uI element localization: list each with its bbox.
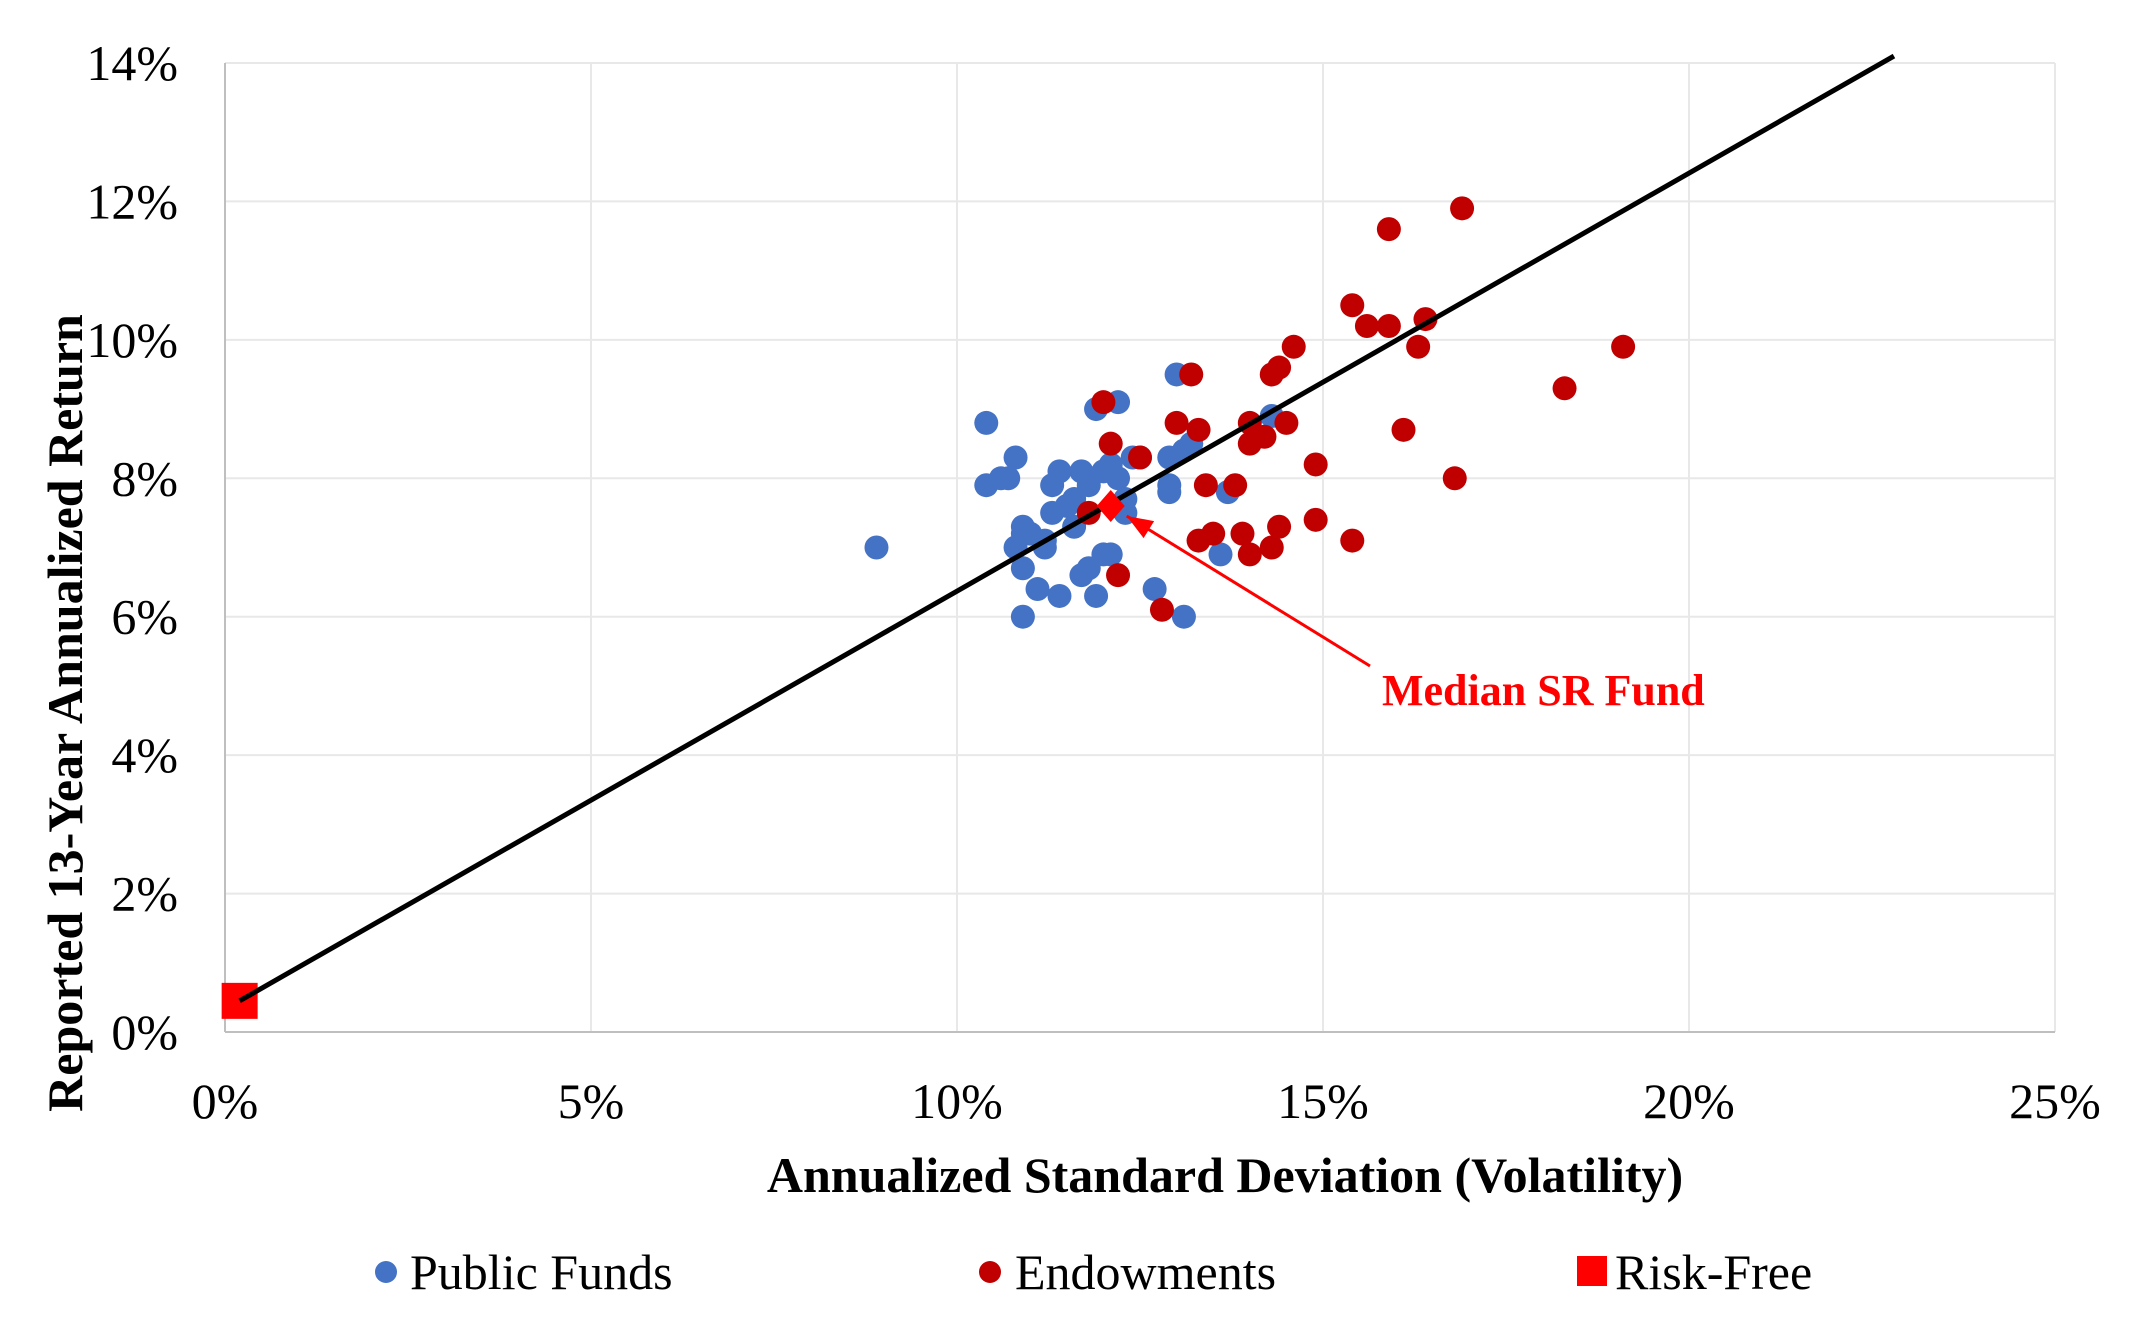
y-tick-label: 12% bbox=[86, 173, 178, 229]
legend-endowments-marker bbox=[979, 1261, 1001, 1283]
legend-risk-free-label: Risk-Free bbox=[1615, 1244, 1812, 1300]
x-axis-title: Annualized Standard Deviation (Volatilit… bbox=[767, 1147, 1683, 1203]
x-tick-label: 25% bbox=[2009, 1073, 2101, 1129]
endowments-point bbox=[1267, 355, 1292, 380]
endowments-point bbox=[1267, 514, 1292, 539]
annotation-arrowhead bbox=[1126, 515, 1155, 539]
public-funds-point bbox=[1047, 583, 1072, 608]
endowments-point bbox=[1149, 597, 1174, 622]
capital-market-line bbox=[238, 53, 1896, 1004]
y-tick-label: 4% bbox=[111, 727, 178, 783]
public-funds-point bbox=[864, 535, 889, 560]
public-funds-point bbox=[1010, 604, 1035, 629]
endowments-point bbox=[1303, 452, 1328, 477]
endowments-point bbox=[1391, 417, 1416, 442]
annotation-median-sr-fund: Median SR Fund bbox=[1382, 666, 1705, 715]
y-tick-label: 14% bbox=[86, 35, 178, 91]
endowments-point bbox=[1274, 410, 1299, 435]
public-funds-point bbox=[1084, 583, 1109, 608]
endowments-point bbox=[1303, 507, 1328, 532]
endowments-point bbox=[1406, 334, 1431, 359]
endowments-point bbox=[1128, 445, 1152, 470]
y-tick-label: 0% bbox=[111, 1004, 178, 1060]
public-funds-point bbox=[1047, 459, 1072, 484]
legend: Public Funds Endowments Risk-Free bbox=[375, 1244, 1812, 1300]
public-funds-point bbox=[1171, 604, 1196, 629]
endowments-point bbox=[1442, 466, 1467, 491]
x-tick-label: 15% bbox=[1277, 1073, 1369, 1129]
axes bbox=[224, 63, 2055, 1033]
public-funds-point bbox=[1003, 445, 1028, 470]
public-funds-point bbox=[974, 410, 999, 435]
endowments-point bbox=[1223, 473, 1248, 498]
public-funds-point bbox=[1098, 542, 1123, 567]
public-funds-point bbox=[1010, 556, 1035, 581]
public-funds-point bbox=[1032, 535, 1057, 560]
legend-public-funds-label: Public Funds bbox=[410, 1244, 673, 1300]
endowments-point bbox=[1091, 390, 1116, 415]
endowments-point bbox=[1252, 424, 1277, 449]
endowments-point bbox=[1186, 417, 1211, 442]
grid bbox=[225, 62, 2056, 1032]
public-funds-point bbox=[1142, 577, 1167, 602]
endowments-point bbox=[1259, 535, 1284, 560]
endowments-point bbox=[1376, 217, 1401, 242]
y-tick-label: 8% bbox=[111, 450, 178, 506]
endowments-point bbox=[1354, 314, 1379, 339]
legend-risk-free-marker bbox=[1577, 1256, 1607, 1286]
endowments-point bbox=[1552, 376, 1577, 401]
y-axis-title: Reported 13-Year Annualized Return bbox=[37, 314, 93, 1112]
endowments-point bbox=[1237, 542, 1262, 567]
annotation-group: Median SR Fund bbox=[1125, 514, 1705, 715]
endowments-point bbox=[1230, 521, 1255, 546]
public-funds-point bbox=[1106, 466, 1131, 491]
public-funds-point bbox=[1157, 480, 1182, 505]
public-funds-point bbox=[1025, 577, 1050, 602]
endowments-point bbox=[1450, 196, 1475, 221]
public-funds-point bbox=[996, 466, 1021, 491]
legend-endowments-label: Endowments bbox=[1015, 1244, 1276, 1300]
line-segment bbox=[238, 53, 1896, 1004]
median-sr-fund-marker bbox=[1096, 489, 1125, 522]
legend-public-funds-marker bbox=[375, 1261, 397, 1283]
endowments-point bbox=[1098, 431, 1123, 456]
endowments-point bbox=[1611, 334, 1636, 359]
y-tick-label: 2% bbox=[111, 866, 178, 922]
y-tick-label: 6% bbox=[111, 589, 178, 645]
endowments-point bbox=[1281, 334, 1306, 359]
endowments-point bbox=[1164, 410, 1189, 435]
endowments-point bbox=[1193, 473, 1218, 498]
x-tick-label: 10% bbox=[911, 1073, 1003, 1129]
endowments-point bbox=[1201, 521, 1226, 546]
endowments-point bbox=[1340, 528, 1365, 553]
endowments-point bbox=[1340, 293, 1365, 318]
annotation-arrow bbox=[1125, 514, 1371, 668]
endowments-point bbox=[1376, 314, 1401, 339]
endowments-point bbox=[1106, 563, 1131, 588]
y-tick-label: 10% bbox=[86, 312, 178, 368]
x-tick-label: 0% bbox=[192, 1073, 259, 1129]
public-funds-point bbox=[1208, 542, 1233, 567]
endowments-point bbox=[1179, 362, 1204, 387]
x-tick-label: 5% bbox=[558, 1073, 625, 1129]
x-tick-label: 20% bbox=[1643, 1073, 1735, 1129]
tick-labels: 0% 5% 10% 15% 20% 25% 0% 2% 4% 6% 8% 10% 12% 14% bbox=[86, 35, 2100, 1129]
